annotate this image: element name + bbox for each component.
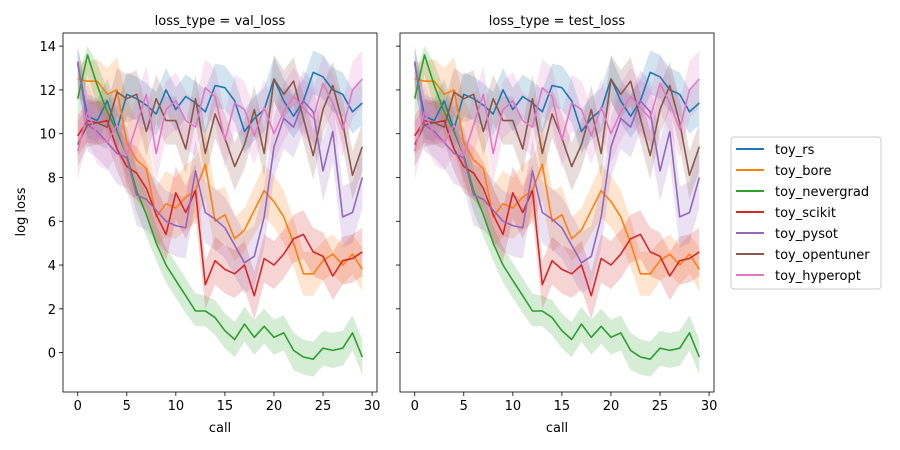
series-line-toy_hyperopt: [413, 78, 700, 157]
y-tick-label: 2: [48, 303, 56, 318]
x-tick-label: 30: [364, 399, 381, 414]
x-tick-label: 25: [652, 399, 669, 414]
series-line-toy_scikit: [414, 119, 700, 297]
legend-label-toy_scikit: toy_scikit: [775, 206, 836, 221]
legend-label-toy_rs: toy_rs: [775, 143, 815, 158]
legend-frame: [730, 136, 882, 290]
y-tick-label: 4: [48, 259, 56, 274]
panel-test-loss-x-axis-label: call: [546, 421, 568, 436]
x-tick-label: 20: [266, 399, 283, 414]
panel-test-loss-x-ticks: 0 5 10 15 20 25 30: [411, 392, 718, 414]
series-line-toy_bore: [77, 78, 363, 275]
series-line-toy_scikit: [77, 119, 363, 297]
panel-test-loss-lines: [413, 54, 701, 361]
legend: toy_rs toy_bore toy_nevergrad toy_scikittoy…: [730, 136, 882, 290]
x-tick-label: 0: [74, 399, 82, 414]
panel-val-loss-y-ticks: 0 2 4 6 8 10 12 14: [39, 40, 63, 362]
panel-test-loss-title: loss_type = test_loss: [489, 14, 626, 29]
legend-label-toy_nevergrad: toy_nevergrad: [775, 185, 869, 200]
x-tick-label: 30: [701, 399, 718, 414]
panel-val-loss: loss_type = val_loss 0 5 10 15 20 25 30 0 2 4 6 8 1…: [14, 14, 380, 436]
x-tick-label: 20: [603, 399, 620, 414]
confidence-band-toy_scikit: [77, 98, 363, 320]
x-tick-label: 15: [554, 399, 571, 414]
confidence-band-toy_pysot: [77, 46, 363, 294]
panel-val-loss-x-axis-label: call: [209, 421, 231, 436]
x-tick-label: 15: [217, 399, 234, 414]
x-tick-label: 10: [168, 399, 185, 414]
y-tick-label: 10: [39, 128, 56, 143]
legend-entries: toy_rs toy_bore toy_nevergrad toy_scikittoy…: [736, 143, 870, 284]
confidence-band-toy_rs: [77, 46, 363, 154]
x-tick-label: 25: [315, 399, 332, 414]
x-tick-label: 5: [460, 399, 468, 414]
panel-val-loss-lines: [76, 54, 364, 361]
series-line-toy_opentuner: [76, 78, 364, 177]
legend-label-toy_bore: toy_bore: [775, 164, 832, 179]
y-tick-label: 12: [39, 84, 56, 99]
y-tick-label: 8: [48, 171, 56, 186]
series-line-toy_opentuner: [413, 78, 701, 177]
confidence-band-toy_scikit: [414, 98, 700, 320]
confidence-band-toy_rs: [414, 46, 700, 154]
y-tick-label: 6: [48, 215, 56, 230]
series-line-toy_rs: [76, 63, 363, 133]
legend-label-toy_opentuner: toy_opentuner: [775, 248, 870, 263]
legend-label-toy_pysot: toy_pysot: [775, 227, 838, 242]
panel-val-loss-plot-area: [62, 32, 378, 393]
confidence-band-toy_nevergrad: [77, 46, 363, 377]
series-line-toy_pysot: [413, 61, 701, 264]
series-line-toy_pysot: [76, 61, 364, 264]
panel-val-loss-title: loss_type = val_loss: [155, 14, 286, 29]
panel-test-loss-plot-area: [399, 32, 715, 393]
panel-val-loss-x-ticks: 0 5 10 15 20 25 30: [74, 392, 381, 414]
y-tick-label: 0: [48, 347, 56, 362]
confidence-band-toy_nevergrad: [414, 46, 700, 377]
confidence-band-toy_pysot: [414, 46, 700, 294]
series-line-toy_bore: [414, 78, 700, 275]
series-line-toy_hyperopt: [76, 78, 363, 157]
y-axis-label: log loss: [14, 187, 29, 236]
panel-test-loss: loss_type = test_loss 0 5 10 15 20 25 30 call: [396, 14, 717, 436]
series-line-toy_rs: [413, 63, 700, 133]
legend-label-toy_hyperopt: toy_hyperopt: [775, 269, 861, 284]
y-tick-label: 14: [39, 40, 56, 55]
x-tick-label: 5: [123, 399, 131, 414]
x-tick-label: 10: [505, 399, 522, 414]
panel-test-loss-y-ticks: [396, 45, 400, 353]
x-tick-label: 0: [411, 399, 419, 414]
